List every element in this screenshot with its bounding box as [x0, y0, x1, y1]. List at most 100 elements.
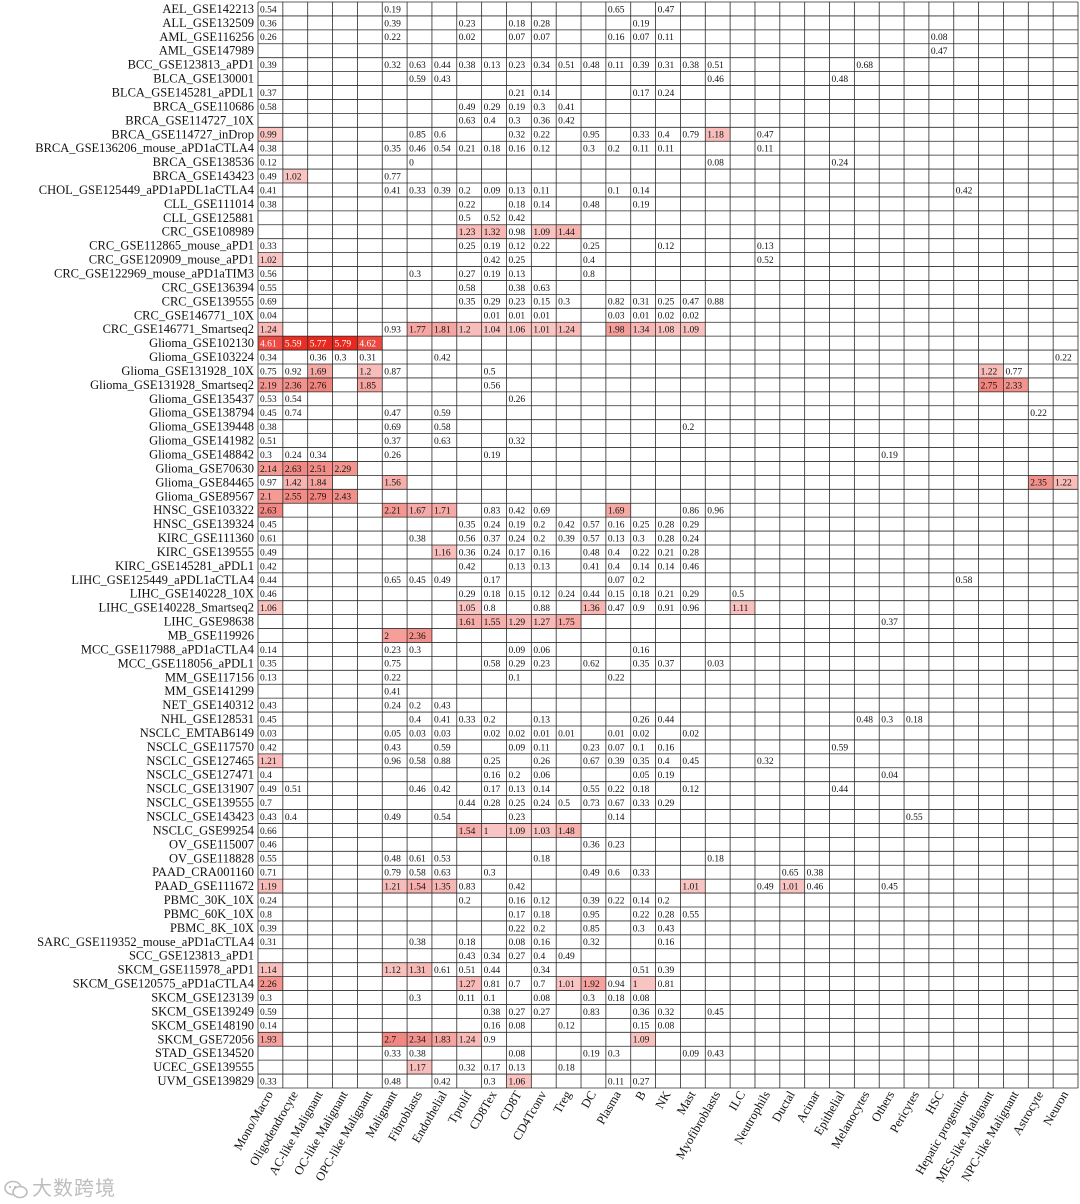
cell-value-label: 0.12: [533, 590, 550, 600]
cell-value-label: 5.59: [285, 340, 302, 350]
heatmap-cell: [630, 781, 656, 796]
cell-value-label: 0.22: [608, 785, 625, 795]
heatmap-cell: [581, 1004, 606, 1019]
cell-value-label: 0.85: [409, 131, 426, 141]
row-label: CRC_GSE139555: [162, 294, 254, 308]
heatmap-cell: [456, 196, 482, 211]
heatmap-cell: [556, 976, 582, 991]
row-label: BRCA_GSE110686: [153, 99, 254, 113]
cell-value-label: 0.38: [508, 284, 525, 294]
row-label: MCC_GSE117988_aPD1aCTLA4: [81, 642, 255, 656]
cell-value-label: 0.13: [508, 1064, 525, 1074]
heatmap-cell: [630, 1074, 656, 1088]
cell-value-label: 0.37: [658, 660, 675, 670]
cell-value-label: 0.3: [484, 869, 496, 879]
heatmap-cell: [581, 558, 606, 573]
cell-value-label: 1.05: [459, 604, 476, 614]
cell-value-label: 1: [484, 827, 489, 837]
heatmap-cell: [258, 99, 283, 114]
heatmap-cell: [655, 712, 681, 726]
cell-value-label: 0.74: [285, 409, 302, 419]
heatmap-cell: [481, 294, 507, 309]
heatmap-cell: [630, 739, 656, 754]
heatmap-cell: [431, 781, 457, 796]
heatmap-cell: [581, 753, 606, 768]
heatmap-cell: [556, 113, 582, 128]
heatmap-cell: [680, 308, 706, 323]
cell-value-label: 0.99: [260, 131, 277, 141]
heatmap-cell: [332, 350, 358, 364]
heatmap-cell: [307, 336, 333, 351]
cell-value-label: 0.08: [707, 159, 724, 169]
heatmap-cell: [357, 364, 383, 378]
cell-value-label: 0.16: [484, 1022, 501, 1032]
heatmap-cell: [581, 865, 606, 880]
column-label: Plasma: [594, 1088, 624, 1127]
heatmap-cell: [258, 364, 283, 378]
heatmap-cell: [258, 545, 283, 559]
cell-value-label: 0.1: [508, 674, 520, 684]
heatmap-cell: [258, 962, 283, 977]
heatmap-cell: [481, 865, 507, 880]
heatmap-cell: [258, 893, 283, 907]
cell-value-label: 0.3: [409, 270, 421, 280]
heatmap-cell: [556, 948, 582, 963]
cell-value-label: 0.39: [658, 966, 675, 976]
row-label: PAAD_CRA001160: [152, 865, 254, 879]
heatmap-cell: [282, 489, 308, 504]
heatmap-cell: [481, 210, 507, 225]
heatmap-cell: [630, 990, 656, 1005]
heatmap-cell: [630, 753, 656, 768]
cell-value-label: 0.95: [583, 131, 600, 141]
cell-value-label: 0.47: [931, 47, 948, 57]
cell-value-label: 0.28: [658, 534, 675, 544]
heatmap-cell: [581, 934, 606, 949]
cell-value-label: 0.38: [807, 869, 824, 879]
cell-value-label: 0.22: [1055, 353, 1072, 363]
heatmap-cell: [705, 155, 731, 170]
cell-value-label: 0.06: [533, 646, 550, 656]
heatmap-cell: [655, 795, 681, 810]
heatmap-cell: [307, 489, 333, 504]
heatmap-cell: [556, 823, 582, 838]
cell-value-label: 0.42: [434, 1077, 451, 1087]
heatmap-cell: [506, 586, 532, 601]
heatmap-cell: [655, 586, 681, 601]
heatmap-cell: [754, 127, 780, 142]
row-label: HNSC_GSE139324: [153, 517, 254, 531]
heatmap-cell: [456, 545, 482, 559]
heatmap-cell: [581, 907, 606, 921]
heatmap-cell: [382, 1046, 408, 1061]
row-label: KIRC_GSE139555: [157, 545, 254, 559]
heatmap-cell: [605, 586, 631, 601]
heatmap-cell: [630, 712, 656, 726]
heatmap-cell: [456, 1032, 482, 1047]
heatmap-cell: [382, 753, 408, 768]
heatmap-cell: [531, 907, 557, 921]
row-label: SARC_GSE119352_mouse_aPD1aCTLA4: [37, 935, 255, 949]
cell-value-label: 0.83: [459, 883, 476, 893]
row-label: BRCA_GSE114727_inDrop: [111, 127, 254, 141]
cell-value-label: 0.29: [508, 660, 525, 670]
heatmap-cell: [556, 517, 582, 532]
heatmap-cell: [531, 141, 557, 156]
heatmap-cell: [655, 29, 681, 44]
cell-value-label: 0.88: [707, 298, 724, 308]
cell-value-label: 0.41: [384, 186, 401, 196]
heatmap-cell: [754, 141, 780, 156]
heatmap-cell: [581, 893, 606, 907]
heatmap-cell: [531, 517, 557, 532]
cell-value-label: 0.59: [409, 75, 426, 85]
cell-value-label: 0.13: [508, 186, 525, 196]
cell-value-label: 0.46: [707, 75, 724, 85]
heatmap-cell: [431, 879, 457, 894]
heatmap-cell: [481, 1032, 507, 1047]
heatmap-cell: [456, 141, 482, 156]
cell-value-label: 0.32: [757, 757, 774, 767]
cell-value-label: 0.33: [633, 131, 650, 141]
heatmap-cell: [382, 684, 408, 699]
cell-value-label: 0.22: [384, 674, 401, 684]
heatmap-cell: [705, 503, 731, 518]
heatmap-cell: [630, 962, 656, 977]
